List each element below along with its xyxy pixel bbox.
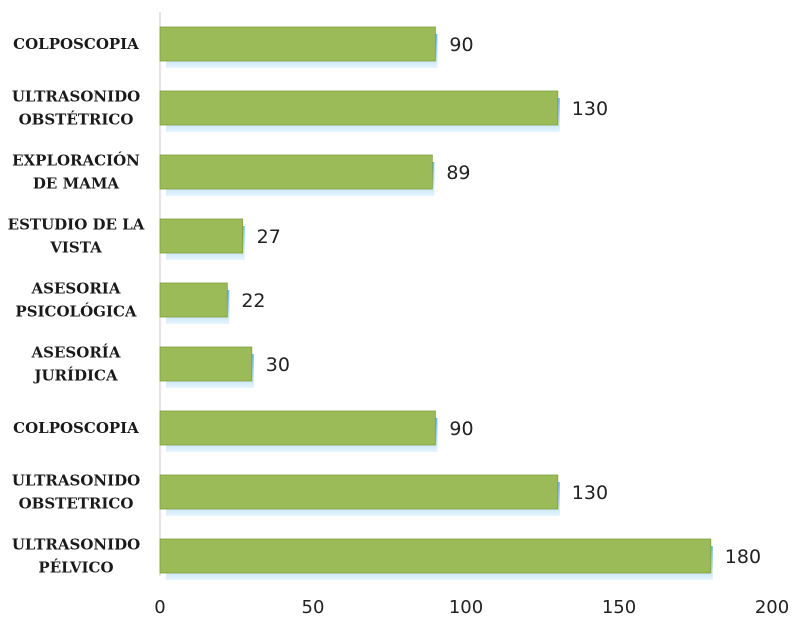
bars-layer bbox=[159, 26, 713, 580]
category-label: ULTRASONIDO OBSTÉTRICO bbox=[12, 88, 140, 129]
data-label: 90 bbox=[449, 418, 473, 440]
data-label: 130 bbox=[572, 482, 608, 504]
category-label: ULTRASONIDO OBSTETRICO bbox=[12, 472, 140, 513]
bar bbox=[159, 410, 436, 446]
category-label: ASESORIA PSICOLÓGICA bbox=[15, 280, 137, 321]
x-tick-label: 150 bbox=[602, 597, 636, 618]
category-label: EXPLORACIÓN DE MAMA bbox=[12, 152, 140, 193]
category-label: ASESORÍA JURÍDICA bbox=[31, 344, 121, 385]
x-axis-ticks: 0 50 100 150 200 bbox=[154, 597, 789, 618]
category-label: COLPOSCOPIA bbox=[13, 419, 139, 437]
data-label: 30 bbox=[266, 354, 290, 376]
bar bbox=[159, 218, 244, 254]
data-label: 89 bbox=[446, 162, 470, 184]
data-label: 27 bbox=[257, 226, 281, 248]
bar bbox=[159, 282, 228, 318]
data-label: 180 bbox=[725, 546, 761, 568]
bar bbox=[159, 154, 433, 190]
data-label: 22 bbox=[241, 290, 265, 312]
x-tick-label: 0 bbox=[154, 597, 165, 618]
x-tick-label: 50 bbox=[302, 597, 325, 618]
category-label: COLPOSCOPIA bbox=[13, 35, 139, 53]
x-tick-label: 100 bbox=[449, 597, 483, 618]
x-tick-label: 200 bbox=[755, 597, 789, 618]
category-label: ULTRASONIDO PÉLVICO bbox=[12, 536, 140, 577]
category-label: ESTUDIO DE LA VISTA bbox=[8, 216, 145, 257]
bar bbox=[159, 26, 436, 62]
labels-layer: 90 COLPOSCOPIA 130 ULTRASONIDO OBSTÉTRICO 89 E… bbox=[8, 34, 761, 577]
bar bbox=[159, 474, 559, 510]
bar bbox=[159, 346, 253, 382]
bar bbox=[159, 538, 712, 574]
bar bbox=[159, 90, 559, 126]
data-label: 130 bbox=[572, 98, 608, 120]
data-label: 90 bbox=[449, 34, 473, 56]
